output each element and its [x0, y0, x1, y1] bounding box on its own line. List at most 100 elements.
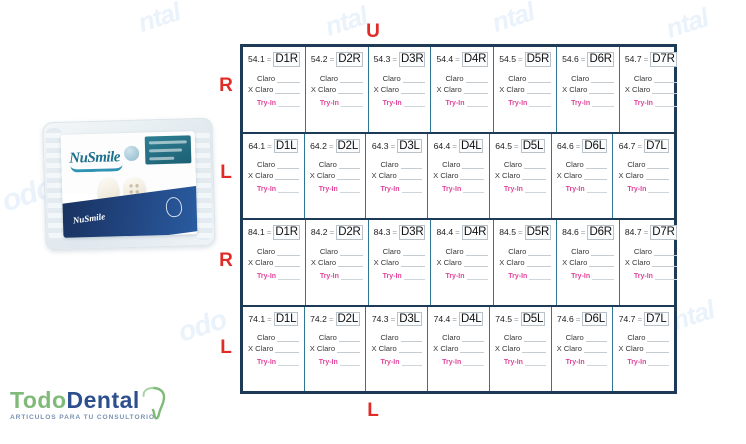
x-claro-field[interactable]: X Claro [371, 344, 423, 354]
tooth-cell-84.6[interactable]: 84.6 = D6R Claro X Claro Try-In [557, 220, 620, 305]
tooth-cell-64.3[interactable]: 64.3 = D3L Claro X Claro Try-In [366, 133, 429, 218]
try-in-field[interactable]: Try-In [371, 185, 423, 194]
claro-field[interactable]: Claro [433, 333, 484, 343]
x-claro-field[interactable]: X Claro [562, 85, 614, 94]
x-claro-field-write-line[interactable] [338, 259, 363, 267]
x-claro-field[interactable]: X Claro [436, 85, 489, 94]
try-in-field-write-line[interactable] [586, 185, 608, 194]
claro-field-write-line[interactable] [647, 334, 670, 343]
tooth-cell-74.6[interactable]: 74.6 = D6L Claro X Claro Try-In [552, 306, 614, 391]
x-claro-field[interactable]: X Claro [625, 258, 677, 267]
try-in-field[interactable]: Try-In [625, 99, 677, 107]
claro-field[interactable]: Claro [311, 247, 363, 256]
try-in-field-write-line[interactable] [648, 185, 670, 194]
x-claro-field-write-line[interactable] [400, 259, 426, 267]
tooth-cell-54.5[interactable]: 54.5 = D5R Claro X Claro Try-In [494, 47, 558, 132]
tooth-cell-74.2[interactable]: 74.2 = D2L Claro X Claro Try-In [305, 306, 367, 391]
claro-field-write-line[interactable] [654, 75, 677, 83]
claro-field[interactable]: Claro [371, 333, 423, 343]
claro-field[interactable]: Claro [495, 333, 546, 343]
x-claro-field-write-line[interactable] [583, 345, 608, 354]
claro-field[interactable]: Claro [310, 160, 361, 170]
x-claro-field[interactable]: X Claro [557, 171, 608, 181]
try-in-field-write-line[interactable] [648, 358, 670, 367]
try-in-field[interactable]: Try-In [495, 358, 546, 367]
tooth-cell-84.5[interactable]: 84.5 = D5R Claro X Claro Try-In [494, 220, 558, 305]
try-in-field[interactable]: Try-In [248, 272, 300, 280]
claro-field[interactable]: Claro [625, 247, 677, 256]
x-claro-field[interactable]: X Claro [618, 344, 670, 354]
tooth-cell-64.4[interactable]: 64.4 = D4L Claro X Claro Try-In [428, 133, 490, 218]
try-in-field[interactable]: Try-In [562, 272, 614, 280]
claro-field-write-line[interactable] [339, 75, 363, 83]
claro-field-write-line[interactable] [524, 161, 546, 170]
try-in-field[interactable]: Try-In [310, 185, 361, 194]
x-claro-field[interactable]: X Claro [371, 171, 423, 181]
try-in-field-write-line[interactable] [278, 272, 300, 280]
claro-field-write-line[interactable] [585, 161, 608, 170]
x-claro-field[interactable]: X Claro [248, 171, 299, 181]
claro-field[interactable]: Claro [618, 333, 670, 343]
try-in-field-write-line[interactable] [586, 358, 608, 367]
claro-field[interactable]: Claro [436, 247, 489, 256]
claro-field-write-line[interactable] [654, 248, 677, 256]
claro-field-write-line[interactable] [400, 161, 423, 170]
x-claro-field-write-line[interactable] [460, 172, 484, 181]
claro-field[interactable]: Claro [248, 247, 300, 256]
claro-field[interactable]: Claro [618, 160, 670, 170]
try-in-field-write-line[interactable] [463, 185, 484, 194]
try-in-field[interactable]: Try-In [625, 272, 677, 280]
x-claro-field-write-line[interactable] [589, 259, 614, 267]
claro-field[interactable]: Claro [562, 74, 614, 83]
claro-field-write-line[interactable] [338, 161, 361, 170]
claro-field-write-line[interactable] [585, 334, 608, 343]
tooth-cell-54.4[interactable]: 54.4 = D4R Claro X Claro Try-In [431, 47, 495, 132]
try-in-field[interactable]: Try-In [436, 272, 489, 280]
x-claro-field-write-line[interactable] [275, 172, 299, 181]
tooth-cell-84.7[interactable]: 84.7 = D7R Claro X Claro Try-In [620, 220, 682, 305]
try-in-field-write-line[interactable] [401, 358, 423, 367]
x-claro-field-write-line[interactable] [275, 259, 300, 267]
claro-field-write-line[interactable] [277, 334, 299, 343]
try-in-field-write-line[interactable] [592, 99, 614, 107]
claro-field[interactable]: Claro [625, 74, 677, 83]
try-in-field-write-line[interactable] [278, 185, 299, 194]
try-in-field[interactable]: Try-In [433, 185, 484, 194]
try-in-field[interactable]: Try-In [495, 185, 546, 194]
claro-field[interactable]: Claro [557, 333, 608, 343]
tooth-cell-64.6[interactable]: 64.6 = D6L Claro X Claro Try-In [552, 133, 614, 218]
try-in-field-write-line[interactable] [403, 272, 426, 280]
try-in-field-write-line[interactable] [339, 358, 361, 367]
x-claro-field[interactable]: X Claro [310, 344, 361, 354]
claro-field[interactable]: Claro [499, 247, 552, 256]
x-claro-field[interactable]: X Claro [374, 258, 426, 267]
tooth-cell-64.7[interactable]: 64.7 = D7L Claro X Claro Try-In [613, 134, 674, 219]
x-claro-field-write-line[interactable] [460, 345, 484, 354]
x-claro-field-write-line[interactable] [337, 172, 361, 181]
x-claro-field-write-line[interactable] [522, 172, 546, 181]
x-claro-field-write-line[interactable] [338, 86, 363, 94]
tooth-cell-74.5[interactable]: 74.5 = D5L Claro X Claro Try-In [490, 306, 552, 391]
try-in-field[interactable]: Try-In [248, 185, 299, 194]
tooth-cell-64.2[interactable]: 64.2 = D2L Claro X Claro Try-In [305, 133, 367, 218]
claro-field-write-line[interactable] [591, 248, 614, 256]
x-claro-field-write-line[interactable] [398, 172, 423, 181]
x-claro-field-write-line[interactable] [463, 259, 489, 267]
tooth-cell-54.2[interactable]: 54.2 = D2R Claro X Claro Try-In [306, 47, 369, 132]
x-claro-field-write-line[interactable] [526, 86, 552, 94]
claro-field-write-line[interactable] [647, 161, 670, 170]
x-claro-field[interactable]: X Claro [495, 171, 546, 181]
claro-field-write-line[interactable] [528, 75, 552, 83]
x-claro-field[interactable]: X Claro [311, 85, 363, 94]
claro-field-write-line[interactable] [277, 248, 300, 256]
x-claro-field[interactable]: X Claro [374, 85, 426, 94]
x-claro-field[interactable]: X Claro [310, 171, 361, 181]
try-in-field[interactable]: Try-In [499, 272, 552, 280]
claro-field[interactable]: Claro [374, 247, 426, 256]
claro-field-write-line[interactable] [338, 334, 361, 343]
try-in-field-write-line[interactable] [401, 185, 423, 194]
claro-field-write-line[interactable] [462, 161, 484, 170]
try-in-field-write-line[interactable] [339, 185, 361, 194]
try-in-field[interactable]: Try-In [499, 99, 552, 107]
try-in-field-write-line[interactable] [529, 99, 552, 107]
